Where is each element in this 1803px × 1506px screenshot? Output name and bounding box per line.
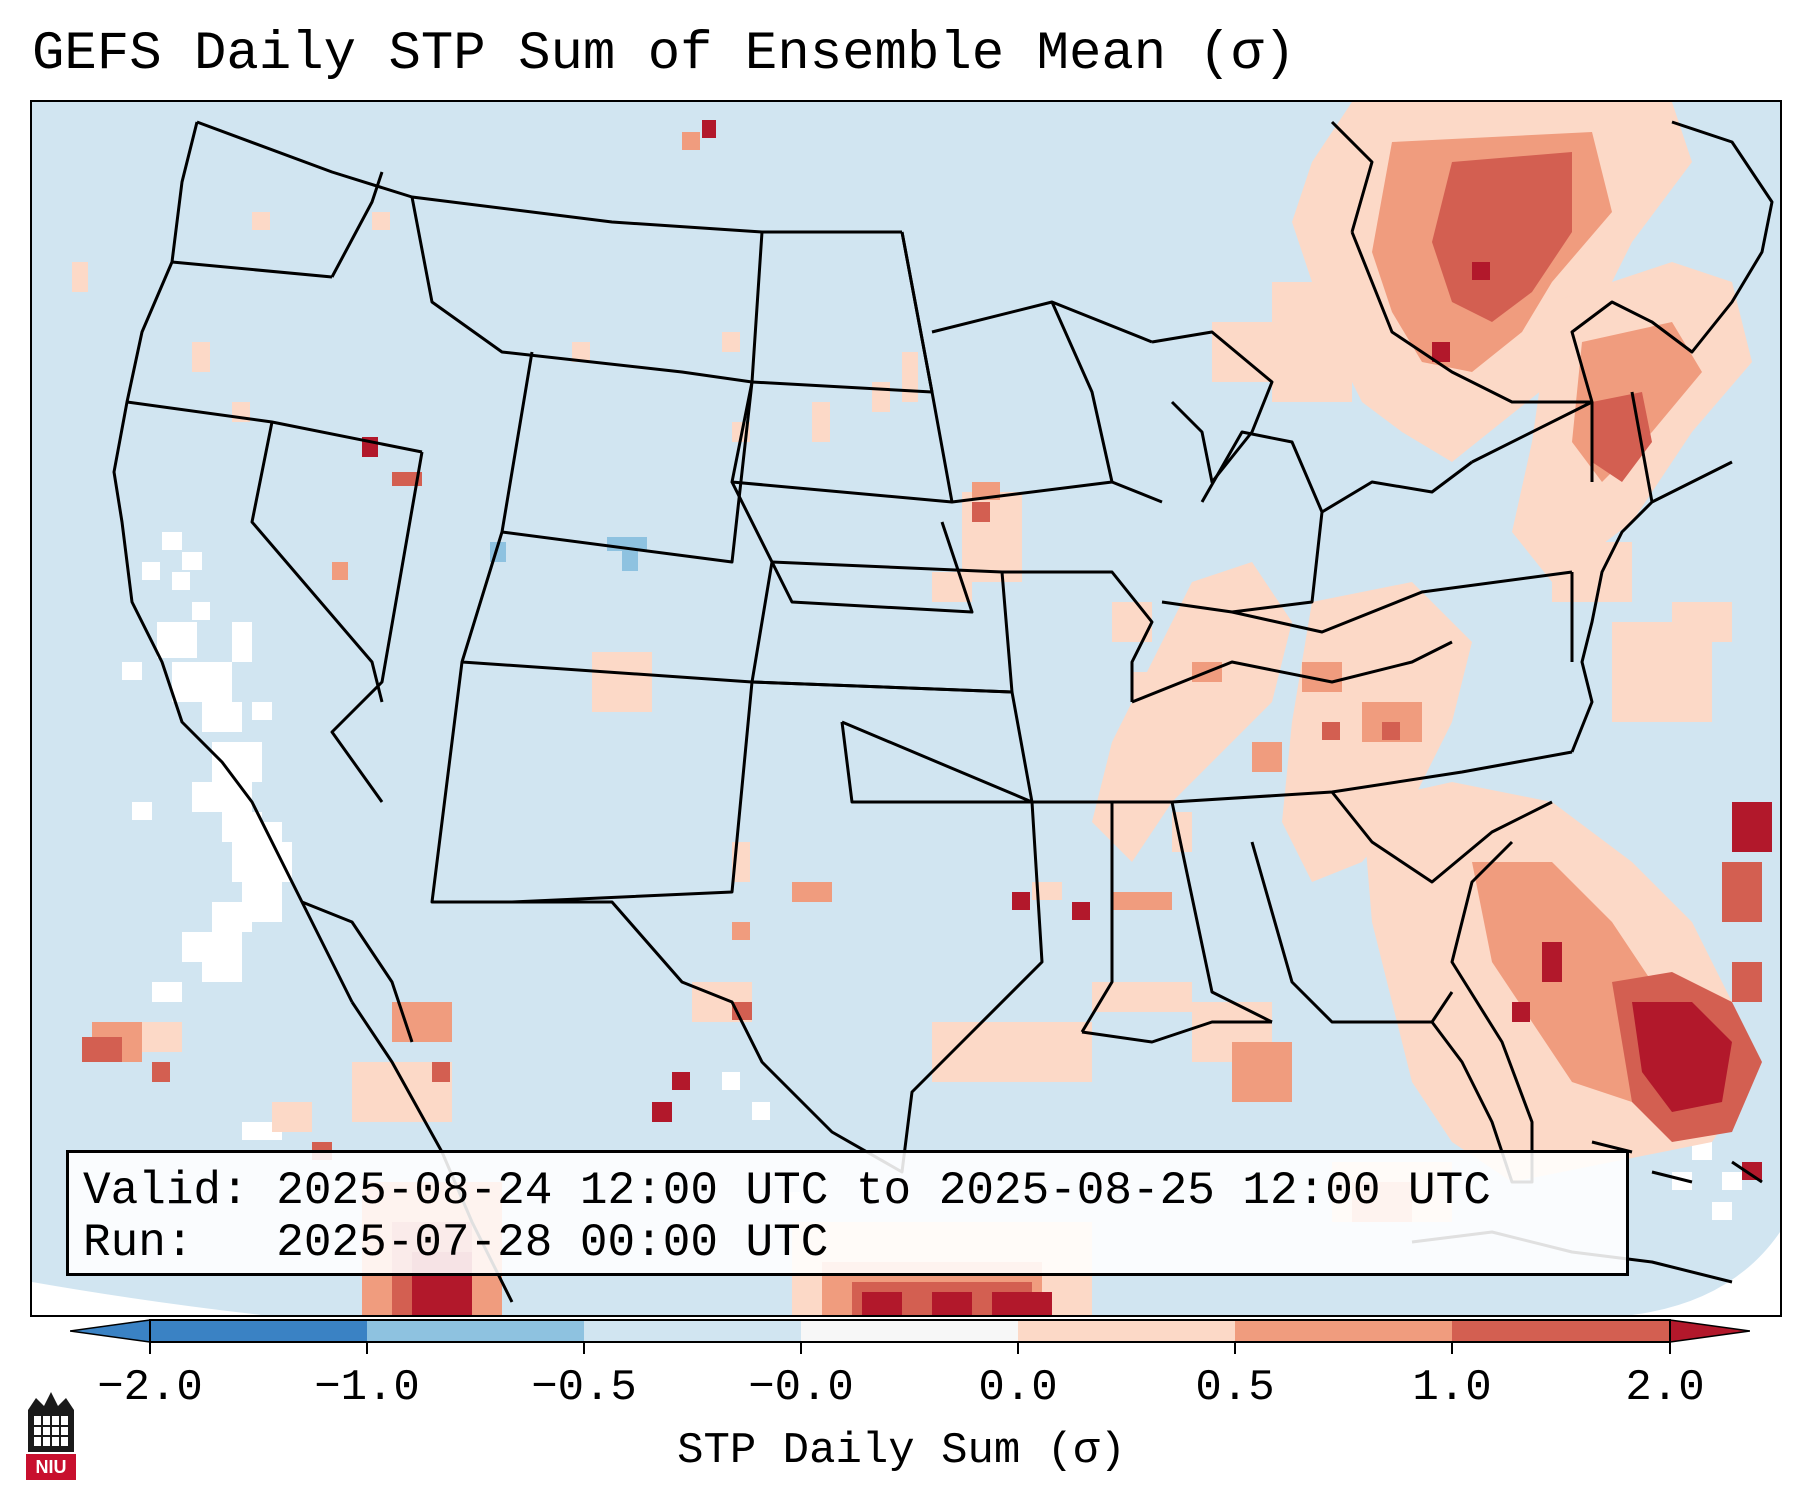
validity-info-box: Valid: 2025-08-24 12:00 UTC to 2025-08-2…	[66, 1150, 1629, 1276]
positive-cells-southeast	[932, 782, 1772, 1222]
valid-label: Valid:	[83, 1165, 249, 1217]
colorbar-graphic	[69, 1319, 1751, 1354]
map-canvas	[32, 102, 1780, 1315]
near-zero-cells	[122, 532, 1742, 1220]
colorbar-segment	[584, 1320, 801, 1342]
colorbar-segment	[1235, 1320, 1452, 1342]
colorbar-extend-min	[69, 1319, 151, 1343]
run-label: Run:	[83, 1217, 194, 1269]
colorbar	[69, 1318, 1751, 1363]
valid-value: 2025-08-24 12:00 UTC to 2025-08-25 12:00…	[276, 1165, 1491, 1217]
map-title: GEFS Daily STP Sum of Ensemble Mean (σ)	[32, 24, 1296, 85]
colorbar-segment	[150, 1320, 367, 1342]
run-value: 2025-07-28 00:00 UTC	[276, 1217, 829, 1269]
colorbar-tick-label: 1.0	[1412, 1363, 1492, 1413]
colorbar-extend-max	[1669, 1319, 1751, 1343]
colorbar-tick-label: −0.5	[531, 1363, 637, 1413]
colorbar-tick-label: 2.0	[1625, 1363, 1705, 1413]
valid-row: Valid: 2025-08-24 12:00 UTC to 2025-08-2…	[83, 1163, 1491, 1219]
colorbar-tick-label: −1.0	[314, 1363, 420, 1413]
projection-edge	[32, 1282, 262, 1315]
colorbar-segment	[801, 1320, 1018, 1342]
niu-logo-icon	[26, 1392, 76, 1480]
map-panel	[30, 100, 1782, 1317]
niu-logo: NIU	[22, 1388, 80, 1489]
logo-text: NIU	[35, 1457, 67, 1477]
colorbar-tick-label: −0.0	[748, 1363, 854, 1413]
colorbar-segment	[1018, 1320, 1235, 1342]
colorbar-tick-label: −2.0	[97, 1363, 203, 1413]
projection-edge-right	[1632, 1232, 1780, 1315]
run-row: Run: 2025-07-28 00:00 UTC	[83, 1215, 828, 1271]
colorbar-tick-label: 0.0	[978, 1363, 1058, 1413]
colorbar-outline	[149, 1319, 1671, 1343]
colorbar-ticks	[149, 1342, 1671, 1354]
colorbar-title: STP Daily Sum (σ)	[677, 1426, 1126, 1476]
colorbar-segment	[1452, 1320, 1670, 1342]
colorbar-tick-label: 0.5	[1195, 1363, 1275, 1413]
colorbar-segment	[367, 1320, 584, 1342]
